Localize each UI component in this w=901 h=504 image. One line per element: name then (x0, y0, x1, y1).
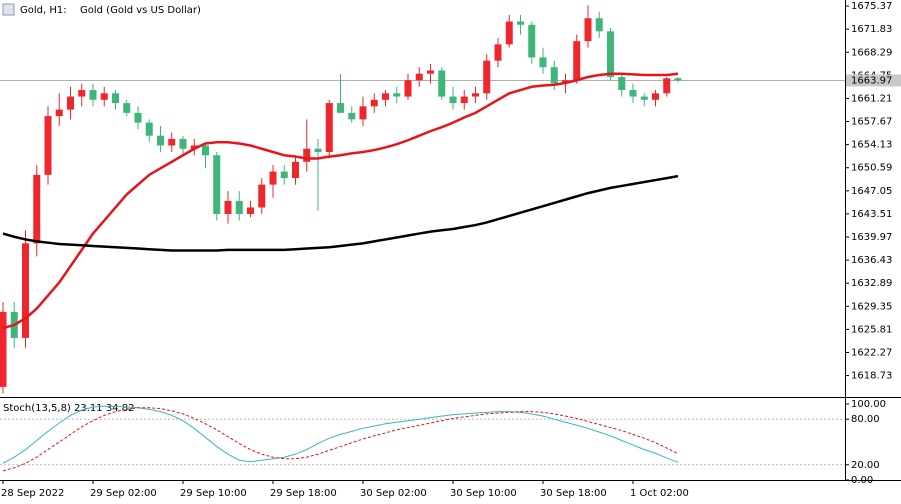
candle-body (314, 148, 322, 153)
candle-body (348, 112, 356, 120)
y-tick-label: 1657.67 (851, 117, 892, 128)
candle-body (438, 70, 446, 97)
y-tick-label: 1636.43 (851, 255, 892, 266)
candle-body (337, 103, 344, 113)
x-tick-label: 29 Sep 02:00 (90, 488, 157, 499)
candle-body (629, 90, 637, 97)
candle-body (517, 21, 524, 25)
y-tick-label: 20.00 (851, 460, 880, 471)
candle-body (607, 31, 614, 77)
candle-body (449, 96, 457, 104)
candle-body (100, 93, 108, 100)
candle-body (415, 73, 423, 81)
candle-body (202, 145, 209, 156)
candle-body (393, 93, 401, 97)
candle-body (494, 44, 502, 61)
candle-body (213, 155, 221, 214)
candle-body (674, 78, 682, 81)
candle-body (359, 106, 367, 120)
candle-body (460, 96, 468, 104)
candle-body (0, 311, 7, 387)
x-tick-label: 30 Sep 18:00 (540, 488, 607, 499)
candle-body (123, 103, 131, 113)
candle-body (112, 93, 119, 104)
candle-body (157, 135, 164, 146)
y-tick-label: 1675.37 (851, 1, 892, 12)
candle-body (382, 93, 389, 100)
y-tick-label: 1622.27 (851, 347, 892, 358)
x-tick-label: 28 Sep 2022 (1, 488, 64, 499)
candle-body (33, 174, 41, 244)
candle-body (640, 96, 648, 100)
x-tick-label: 30 Sep 10:00 (450, 488, 517, 499)
x-tick-label: 29 Sep 10:00 (180, 488, 247, 499)
candle-body (505, 21, 513, 45)
candle-body (573, 41, 581, 81)
moving-average (2, 174, 679, 252)
symbol-icon (2, 3, 15, 16)
y-tick-label: 80.00 (851, 414, 880, 425)
candle-body (663, 78, 671, 94)
y-tick-label: 1629.35 (851, 301, 892, 312)
candle-body (618, 76, 626, 91)
moving-average (2, 72, 679, 330)
candle-body (550, 67, 558, 84)
candle-body (483, 60, 491, 94)
candle-body (55, 109, 63, 117)
candle-body (179, 138, 187, 149)
bid-label: 1663.97 (851, 75, 892, 86)
y-tick-label: 1654.13 (851, 140, 892, 151)
candle-body (269, 171, 277, 185)
y-tick-label: 0.00 (851, 475, 873, 486)
candle-body (292, 161, 299, 179)
y-tick-label: 1650.59 (851, 163, 892, 174)
candle-body (370, 99, 378, 107)
symbol-description: Gold (Gold vs US Dollar) (80, 5, 201, 16)
y-tick-label: 1671.83 (851, 24, 892, 35)
x-tick-label: 30 Sep 02:00 (360, 488, 427, 499)
candle-body (652, 93, 659, 100)
oscillator-line (2, 407, 679, 472)
y-tick-label: 1647.05 (851, 186, 892, 197)
candle-body (168, 138, 176, 146)
candle-body (145, 122, 153, 136)
candle-body (258, 184, 266, 208)
candle-body (584, 18, 592, 42)
candle-body (325, 103, 333, 153)
candle-body (67, 96, 74, 110)
candle-body (89, 90, 97, 100)
candle-body (78, 90, 86, 97)
x-tick-label: 29 Sep 18:00 (270, 488, 337, 499)
bid-label-box (846, 74, 901, 87)
y-tick-label: 1661.21 (851, 93, 892, 104)
symbol: Gold, H1: (20, 5, 67, 16)
candle-body (472, 93, 479, 97)
y-tick-label: 1625.81 (851, 324, 892, 335)
y-tick-label: 1632.89 (851, 278, 892, 289)
y-tick-label: 1643.51 (851, 209, 892, 220)
candle-body (595, 18, 603, 32)
candle-body (404, 80, 412, 97)
candle-body (44, 116, 52, 175)
y-tick-label: 1668.29 (851, 47, 892, 58)
candle-body (280, 171, 288, 179)
y-tick-label: 1639.97 (851, 232, 892, 243)
candle-body (528, 24, 536, 58)
candle-body (539, 57, 547, 68)
candle-body (22, 243, 29, 338)
candle-body (427, 70, 434, 74)
candle-body (134, 112, 142, 123)
oscillator-line (2, 405, 679, 464)
candle-body (235, 200, 243, 214)
candle-body (190, 145, 198, 149)
candle-body (247, 207, 254, 214)
candle-body (224, 200, 232, 214)
x-tick-label: 1 Oct 02:00 (630, 488, 689, 499)
y-tick-label: 100.00 (851, 399, 886, 410)
y-tick-label: 1618.73 (851, 371, 892, 382)
indicator-title: Stoch(13,5,8) 23.11 34.82 (3, 403, 134, 414)
candle-body (303, 148, 311, 162)
